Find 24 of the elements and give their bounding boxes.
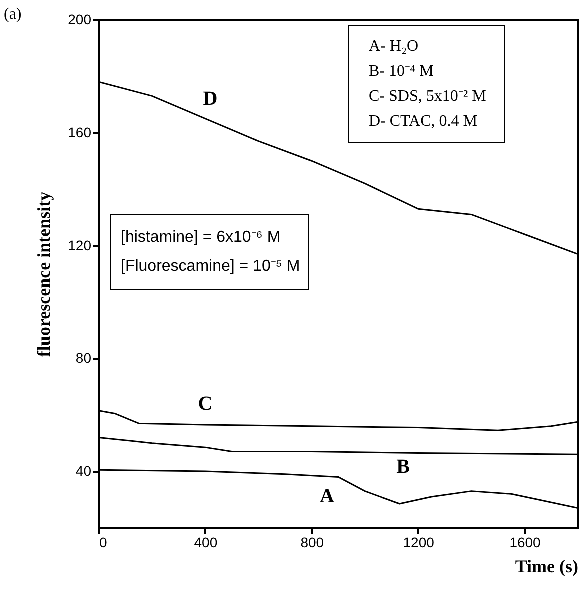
series-label: C <box>198 392 213 415</box>
y-tick-label: 80 <box>76 350 92 366</box>
annotation: B- 10⁻⁴ M <box>369 62 435 82</box>
series-label: A <box>320 485 336 508</box>
x-tick-label: 800 <box>300 534 324 550</box>
y-tick-label: 40 <box>76 463 92 480</box>
y-tick-label: 120 <box>68 237 92 254</box>
x-tick-label: 400 <box>194 534 218 550</box>
annotation: [Fluorescamine] = 10⁻⁵ M <box>121 257 300 277</box>
x-tick-label: 1200 <box>403 534 435 550</box>
y-tick-label: 200 <box>68 12 92 28</box>
note-box: [histamine] = 6x10⁻⁶ M [Fluorescamine] = 10⁻⁵ M <box>110 214 310 290</box>
series-label: D <box>203 88 218 110</box>
y-tick-label: 160 <box>68 124 92 140</box>
x-tick-label: 1600 <box>510 534 542 550</box>
series-label: B <box>396 456 410 478</box>
annotation: A- H₂O <box>369 37 420 57</box>
x-axis-title: Time (s) <box>515 556 578 576</box>
y-axis-title: fluorescence intensity <box>34 192 54 358</box>
chart-title: (a) <box>4 6 22 24</box>
x-tick-label: 0 <box>100 534 108 550</box>
annotation: [histamine] = 6x10⁻⁶ M <box>121 228 282 248</box>
annotation: C- SDS, 5x10⁻² M <box>369 87 486 107</box>
annotation: D- CTAC, 0.4 M <box>369 112 478 132</box>
